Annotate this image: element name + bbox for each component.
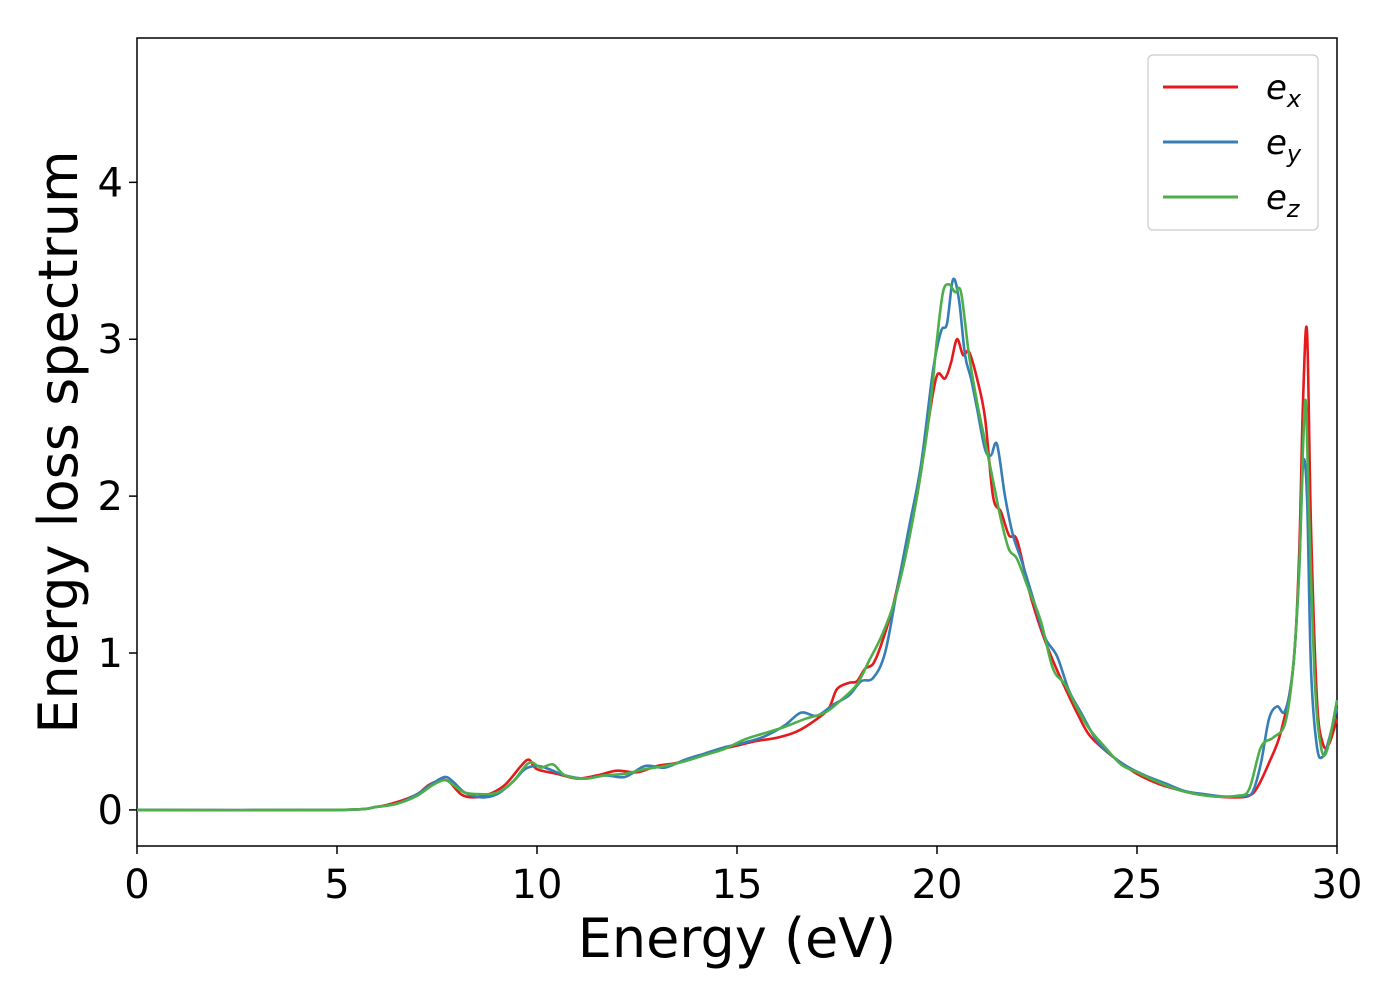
x-tick-label: 20 (912, 862, 963, 908)
x-tick-label: 10 (512, 862, 563, 908)
y-axis-title: Energy loss spectrum (27, 150, 90, 733)
x-tick-label: 15 (712, 862, 763, 908)
y-axis-ticks: 0 1 2 3 4 (98, 160, 137, 834)
x-axis-title: Energy (eV) (578, 907, 897, 970)
x-axis-ticks: 0 5 10 15 20 25 30 (124, 846, 1362, 908)
series-line-z (136, 282, 1339, 812)
legend-label-z: ez (1266, 178, 1301, 223)
x-tick-label: 25 (1112, 862, 1163, 908)
legend-label-y: ey (1266, 123, 1302, 168)
y-tick-label: 4 (98, 160, 123, 206)
x-tick-label: 0 (124, 862, 149, 908)
y-tick-label: 3 (98, 317, 123, 363)
series-group (136, 277, 1339, 812)
series-line-x (136, 325, 1339, 812)
legend-label-x: ex (1266, 68, 1302, 113)
y-tick-label: 1 (98, 631, 123, 677)
x-tick-label: 5 (324, 862, 349, 908)
x-tick-label: 30 (1312, 862, 1363, 908)
series-line-y (136, 277, 1339, 812)
legend: ex ey ez (1147, 54, 1319, 231)
y-tick-label: 0 (98, 788, 123, 834)
y-tick-label: 2 (98, 474, 123, 520)
